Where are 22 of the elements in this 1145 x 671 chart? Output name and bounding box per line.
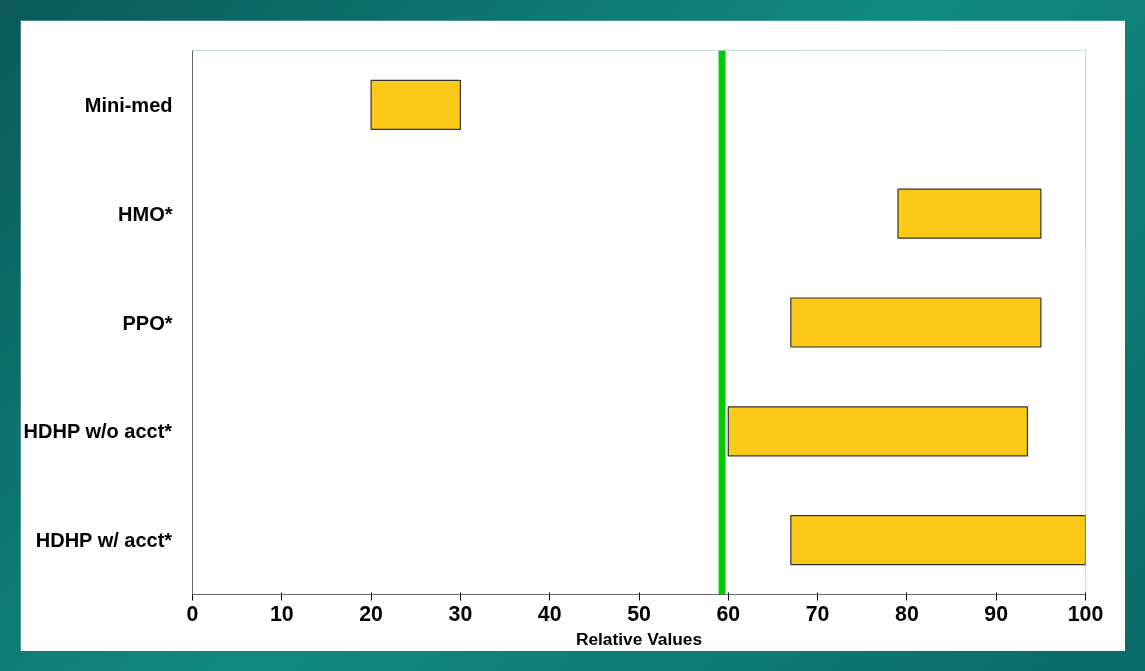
- bar: [370, 79, 461, 130]
- x-tick-label: 90: [984, 601, 1009, 626]
- x-axis-title: Relative Values: [575, 628, 703, 649]
- bar: [727, 406, 1029, 457]
- y-tick-label: HDHP w/ acct*: [35, 529, 173, 552]
- y-tick-label: PPO*: [122, 311, 173, 334]
- x-tick-label: 20: [359, 601, 383, 626]
- x-tick-label: 10: [269, 601, 294, 626]
- x-tick-label: 100: [1067, 601, 1104, 626]
- x-tick-label: 80: [895, 601, 919, 626]
- x-tick-label: 30: [448, 601, 473, 626]
- x-tick-label: 50: [627, 601, 651, 626]
- y-tick-label: Mini-med: [84, 93, 173, 116]
- x-tick-label: 70: [805, 601, 830, 626]
- bar: [897, 188, 1042, 239]
- x-tick-label: 0: [186, 601, 199, 626]
- bar: [790, 515, 1086, 566]
- x-tick-label: 40: [537, 601, 562, 626]
- y-tick-label: HDHP w/o acct*: [23, 420, 173, 443]
- bar: [790, 297, 1042, 348]
- x-tick-label: 60: [716, 601, 741, 626]
- y-tick-label: HMO*: [118, 202, 173, 225]
